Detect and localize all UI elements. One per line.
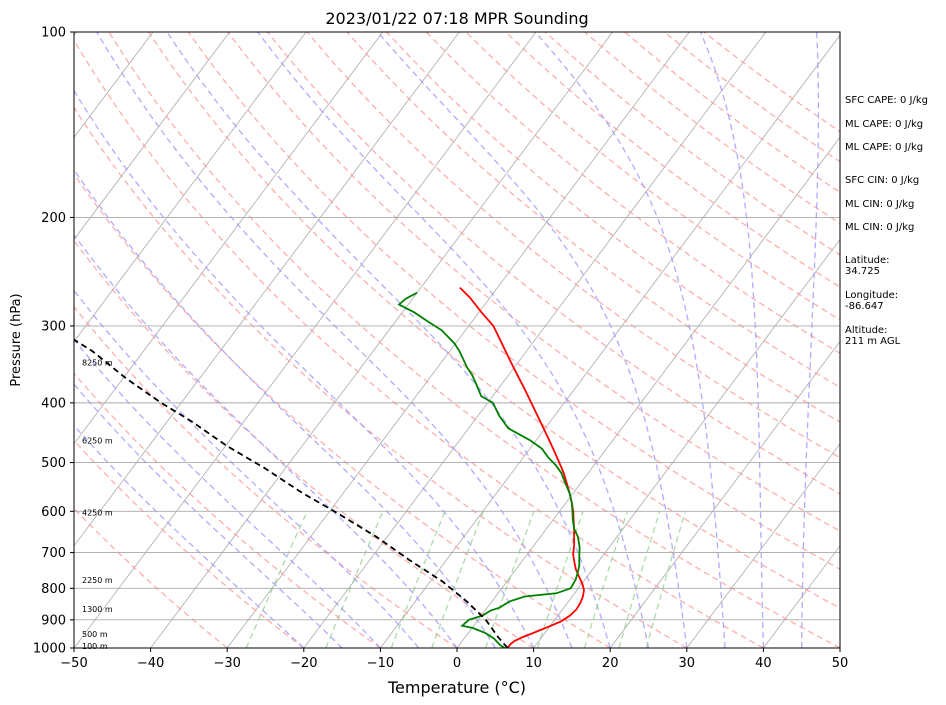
dry-adiabat-line bbox=[306, 32, 840, 459]
moist-adiabat-line bbox=[534, 32, 726, 648]
pressure-gridlines bbox=[74, 31, 840, 649]
mixing-ratio-line bbox=[390, 511, 446, 648]
isotherm-line bbox=[456, 136, 840, 648]
moist-adiabat-line bbox=[74, 168, 496, 648]
dry-adiabat-line bbox=[74, 239, 534, 648]
sfc-cin-label: SFC CIN: 0 J/kg bbox=[845, 175, 920, 186]
plot-frame bbox=[73, 31, 841, 649]
isotherm-line bbox=[609, 340, 840, 648]
height-label: 500 m bbox=[82, 630, 108, 639]
dry-adiabat-line bbox=[227, 32, 840, 532]
moist-adiabat-line bbox=[257, 32, 650, 648]
height-label: 6250 m bbox=[82, 436, 113, 445]
isotherm-line bbox=[74, 32, 154, 138]
mixing-ratio-line bbox=[431, 511, 484, 648]
x-tick-label: −40 bbox=[137, 656, 164, 671]
moist-adiabat-line bbox=[74, 424, 305, 648]
ml-cin-label: ML CIN: 0 J/kg bbox=[845, 199, 915, 210]
dry-adiabat-line bbox=[74, 305, 458, 648]
x-tick-label: 0 bbox=[453, 656, 461, 671]
moist-adiabat-line bbox=[699, 32, 765, 648]
isotherm-line bbox=[74, 32, 384, 445]
dry-adiabat-line bbox=[74, 372, 381, 648]
isotherm-line bbox=[226, 32, 690, 648]
x-tick-label: 40 bbox=[755, 656, 772, 671]
background-lines bbox=[74, 32, 840, 648]
dry-adiabat-line bbox=[147, 32, 840, 609]
y-tick-label: 700 bbox=[41, 546, 66, 561]
y-tick-label: 1000 bbox=[33, 642, 66, 657]
isotherm-line bbox=[533, 238, 840, 648]
dry-adiabat-line bbox=[74, 38, 764, 648]
dry-adiabat-line bbox=[266, 32, 840, 495]
moist-adiabat-line bbox=[74, 338, 381, 648]
height-label: 8250 m bbox=[82, 358, 113, 367]
chart-title: 2023/01/22 07:18 MPR Sounding bbox=[325, 9, 588, 28]
y-tick-label: 100 bbox=[41, 26, 66, 41]
y-axis-label: Pressure (hPa) bbox=[9, 293, 24, 386]
x-tick-label: 50 bbox=[832, 656, 849, 671]
moist-adiabat-line bbox=[377, 32, 688, 648]
ml-cape-label: ML CAPE: 0 J/kg bbox=[845, 119, 924, 130]
y-tick-label: 300 bbox=[41, 319, 66, 334]
dry-adiabat-line bbox=[74, 439, 305, 648]
temperature-profile-line bbox=[459, 286, 585, 648]
dry-adiabat-line bbox=[425, 32, 840, 355]
dry-adiabat-line bbox=[74, 106, 688, 648]
x-axis-ticks: −50 −40 −30 −20 −10 0 10 20 30 40 50 bbox=[60, 648, 848, 671]
mixing-ratio-line bbox=[583, 511, 628, 648]
dry-adiabat-line bbox=[465, 32, 840, 321]
x-tick-label: −10 bbox=[367, 656, 394, 671]
x-tick-label: 10 bbox=[525, 656, 542, 671]
dry-adiabat-line bbox=[74, 173, 611, 648]
y-tick-label: 500 bbox=[41, 456, 66, 471]
y-axis-ticks: 100 200 300 400 500 600 700 800 900 1000 bbox=[33, 26, 74, 657]
height-label: 2250 m bbox=[82, 576, 113, 585]
y-tick-label: 200 bbox=[41, 211, 66, 226]
altitude-label: Altitude: 211 m AGL bbox=[845, 325, 901, 347]
x-axis-label: Temperature (°C) bbox=[387, 678, 526, 697]
y-tick-label: 900 bbox=[41, 613, 66, 628]
x-tick-label: 30 bbox=[679, 656, 696, 671]
ml-cape-label-2: ML CAPE: 0 J/kg bbox=[845, 142, 924, 153]
ml-cin-label-2: ML CIN: 0 J/kg bbox=[845, 222, 915, 233]
height-labels: 100 m 500 m 1300 m 2250 m 4250 m 6250 m 8250 m bbox=[82, 358, 113, 651]
parcel-profile-line bbox=[74, 338, 509, 648]
x-tick-label: −50 bbox=[60, 656, 87, 671]
x-tick-label: 20 bbox=[602, 656, 619, 671]
y-tick-label: 800 bbox=[41, 582, 66, 597]
latitude-label: Latitude: 34.725 bbox=[845, 255, 890, 277]
height-label: 100 m bbox=[82, 642, 108, 651]
moist-adiabat-line bbox=[74, 233, 458, 648]
isotherm-line bbox=[303, 32, 767, 648]
dry-adiabat-line bbox=[187, 32, 840, 570]
isotherm-line bbox=[380, 34, 840, 648]
isotherm-line bbox=[686, 443, 840, 648]
y-tick-label: 400 bbox=[41, 396, 66, 411]
isotherm-line bbox=[150, 32, 613, 648]
moist-adiabat-line bbox=[96, 32, 573, 648]
isotherm-line bbox=[74, 32, 460, 547]
dry-adiabat-line bbox=[108, 32, 840, 648]
mixing-ratio-line bbox=[484, 511, 535, 648]
sounding-series bbox=[74, 286, 585, 648]
moist-adiabat-line bbox=[74, 89, 535, 648]
moist-adiabat-line bbox=[166, 32, 611, 648]
isotherm-line bbox=[74, 32, 230, 241]
x-tick-label: −20 bbox=[290, 656, 317, 671]
moist-adiabat-line bbox=[801, 32, 820, 648]
dewpoint-profile-line bbox=[397, 291, 581, 648]
isotherm-line bbox=[74, 32, 537, 648]
longitude-label: Longitude: -86.647 bbox=[845, 290, 899, 312]
height-label: 4250 m bbox=[82, 509, 113, 518]
x-tick-label: −30 bbox=[213, 656, 240, 671]
height-label: 1300 m bbox=[82, 605, 113, 614]
sfc-cape-label: SFC CAPE: 0 J/kg bbox=[845, 95, 928, 106]
mixing-ratio-line bbox=[645, 511, 687, 648]
moist-adiabat-line bbox=[74, 383, 343, 648]
y-tick-label: 600 bbox=[41, 505, 66, 520]
